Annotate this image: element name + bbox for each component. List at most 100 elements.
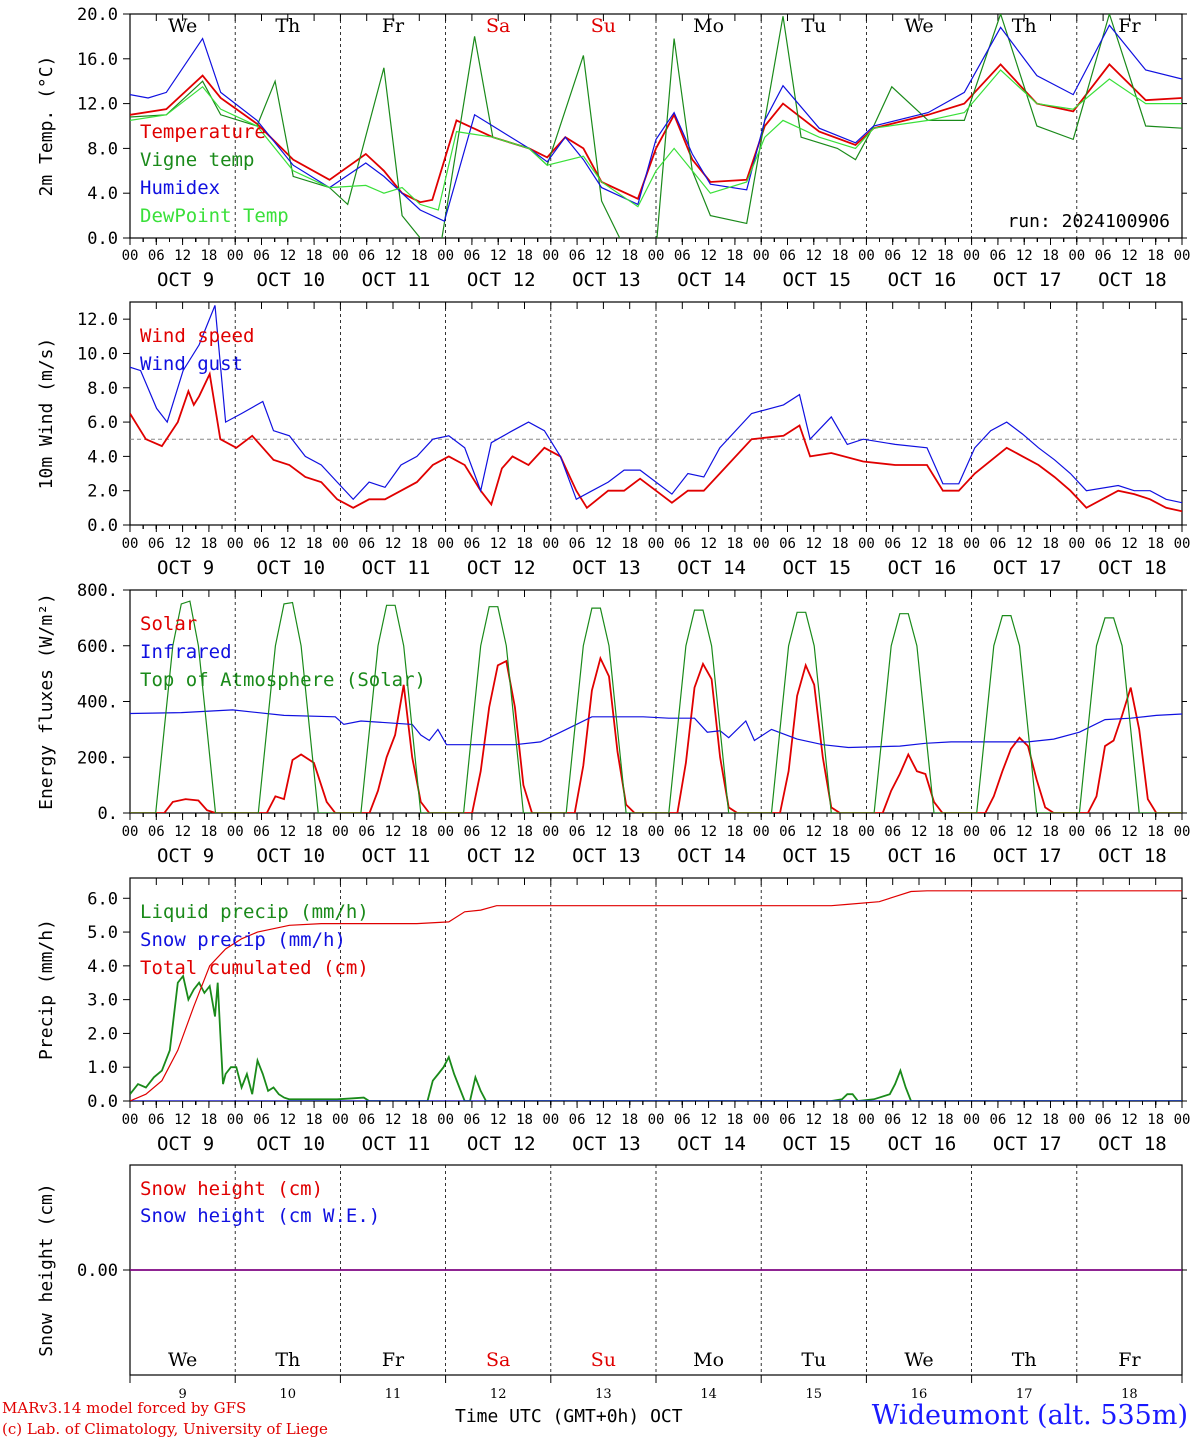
day-label: OCT 13	[572, 1133, 641, 1155]
hour-tick-label: 06	[358, 536, 375, 552]
hour-tick-label: 00	[437, 1112, 454, 1128]
hour-tick-label: 12	[595, 824, 612, 840]
hour-tick-label: 06	[463, 536, 480, 552]
legend-temperature: Temperature	[140, 121, 266, 143]
legend-infrared: Infrared	[140, 641, 232, 663]
hour-tick-label: 12	[385, 536, 402, 552]
legend-snow-height-cm-: Snow height (cm)	[140, 1178, 323, 1200]
y-tick-label: 5.0	[87, 923, 118, 943]
y-tick-label: 6.0	[87, 889, 118, 909]
day-label: OCT 15	[782, 557, 851, 579]
hour-tick-label: 12	[805, 536, 822, 552]
day-label: OCT 16	[888, 557, 957, 579]
series-line-wind-speed	[130, 371, 1182, 513]
hour-tick-label: 00	[858, 248, 875, 264]
y-tick-label: 400.	[77, 693, 118, 713]
hour-tick-label: 06	[569, 1112, 586, 1128]
y-tick-label: 0.0	[87, 1092, 118, 1112]
hour-tick-label: 12	[1121, 824, 1138, 840]
day-label: OCT 18	[1098, 845, 1167, 867]
y-tick-label: 1.0	[87, 1058, 118, 1078]
hour-tick-label: 12	[385, 824, 402, 840]
day-label: OCT 10	[256, 557, 325, 579]
y-tick-label: 10.0	[77, 344, 118, 364]
hour-tick-label: 12	[490, 248, 507, 264]
hour-tick-label: 00	[1174, 536, 1191, 552]
hour-tick-label: 00	[122, 248, 139, 264]
bottom-day-number: 9	[178, 1387, 186, 1402]
hour-tick-label: 06	[674, 1112, 691, 1128]
hour-tick-label: 12	[174, 824, 191, 840]
hour-tick-label: 12	[700, 824, 717, 840]
hour-tick-label: 18	[726, 536, 743, 552]
hour-tick-label: 06	[884, 1112, 901, 1128]
hour-tick-label: 12	[174, 248, 191, 264]
day-label: OCT 12	[467, 269, 536, 291]
hour-tick-label: 18	[1147, 248, 1164, 264]
time-axis-label: Time UTC (GMT+0h) OCT	[455, 1406, 683, 1427]
series-line-solar	[130, 655, 1182, 813]
series-line-total-cumulated-cm-	[130, 890, 1182, 1101]
hour-tick-label: 00	[437, 824, 454, 840]
hour-tick-label: 18	[1147, 536, 1164, 552]
hour-tick-label: 12	[1016, 536, 1033, 552]
hour-tick-label: 18	[726, 248, 743, 264]
bottom-day-number: 11	[385, 1387, 402, 1402]
hour-tick-label: 12	[805, 824, 822, 840]
bottom-day-number: 13	[595, 1387, 612, 1402]
hour-tick-label: 18	[411, 824, 428, 840]
y-tick-label: 600.	[77, 637, 118, 657]
y-tick-label: 12.0	[77, 95, 118, 115]
hour-tick-label: 18	[832, 536, 849, 552]
series-line-wind-gust	[130, 305, 1182, 504]
hour-tick-label: 18	[621, 536, 638, 552]
legend-vigne-temp: Vigne temp	[140, 149, 254, 171]
hour-tick-label: 06	[779, 248, 796, 264]
y-tick-label: 0.0	[87, 516, 118, 536]
hour-tick-label: 18	[411, 248, 428, 264]
hour-tick-label: 18	[621, 248, 638, 264]
hour-tick-label: 12	[595, 248, 612, 264]
hour-tick-label: 18	[937, 1112, 954, 1128]
day-label: OCT 13	[572, 269, 641, 291]
day-label: OCT 18	[1098, 1133, 1167, 1155]
legend-wind-gust: Wind gust	[140, 353, 243, 375]
hour-tick-label: 12	[911, 824, 928, 840]
series-line-infrared	[130, 709, 1182, 749]
hour-tick-label: 12	[174, 1112, 191, 1128]
hour-tick-label: 12	[490, 536, 507, 552]
day-label: OCT 17	[993, 1133, 1062, 1155]
legend-snow-height-cm-w-e-: Snow height (cm W.E.)	[140, 1205, 380, 1227]
y-tick-label: 2.0	[87, 482, 118, 502]
hour-tick-label: 06	[253, 824, 270, 840]
bottom-day-number: 10	[280, 1387, 297, 1402]
hour-tick-label: 06	[1095, 248, 1112, 264]
series-line-dewpoint-temp	[130, 69, 1182, 211]
y-tick-label: 8.0	[87, 379, 118, 399]
series-line-liquid-precip-mm-h-	[130, 973, 1182, 1101]
hour-tick-label: 00	[1068, 1112, 1085, 1128]
day-label: OCT 9	[157, 269, 214, 291]
day-label: OCT 15	[782, 845, 851, 867]
hour-tick-label: 12	[700, 1112, 717, 1128]
hour-tick-label: 18	[411, 1112, 428, 1128]
hour-tick-label: 00	[1174, 248, 1191, 264]
bottom-day-number: 16	[911, 1387, 928, 1402]
panel-3	[123, 589, 1187, 820]
hour-tick-label: 18	[621, 824, 638, 840]
hour-tick-label: 18	[832, 1112, 849, 1128]
hour-tick-label: 12	[1121, 248, 1138, 264]
hour-tick-label: 06	[884, 824, 901, 840]
hour-tick-label: 18	[411, 536, 428, 552]
hour-tick-label: 00	[648, 824, 665, 840]
day-label: OCT 14	[677, 845, 746, 867]
hour-tick-label: 18	[832, 824, 849, 840]
hour-tick-label: 00	[648, 1112, 665, 1128]
hour-tick-label: 12	[700, 248, 717, 264]
day-label: OCT 9	[157, 845, 214, 867]
weekday-label: Th	[1012, 1349, 1037, 1371]
legend-wind-speed: Wind speed	[140, 325, 254, 347]
day-label: OCT 18	[1098, 557, 1167, 579]
hour-tick-label: 18	[1147, 824, 1164, 840]
